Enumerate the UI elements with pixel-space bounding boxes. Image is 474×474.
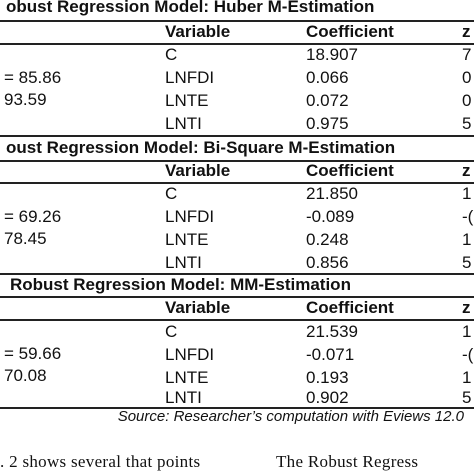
section-2-stat-line-1: = 69.26 [4, 207, 62, 226]
section-2-row-z: 1 [462, 184, 472, 203]
section-3-stat-line-2: 70.08 [4, 366, 47, 385]
section-3-header-z: z [462, 298, 471, 317]
body-text-left-column: . 2 shows several that points [0, 452, 201, 471]
section-1-top-rule [0, 20, 474, 22]
section-2-header-rule [0, 182, 474, 184]
section-2-row-coefficient: 0.856 [306, 253, 349, 272]
section-1-row-variable: C [165, 45, 178, 64]
section-2-row-coefficient: 21.850 [306, 184, 358, 203]
section-3-row-z: 1 [462, 322, 472, 341]
section-1-title: obust Regression Model: Huber M-Estimati… [6, 0, 375, 16]
section-1-header-z: z [462, 22, 471, 41]
section-3-row-coefficient: 0.193 [306, 368, 349, 387]
section-2-title: oust Regression Model: Bi-Square M-Estim… [6, 138, 396, 157]
section-1-row-z: 0 [462, 68, 472, 87]
section-3-header-variable: Variable [165, 298, 231, 317]
section-1-stat-line-2: 93.59 [4, 90, 47, 109]
section-2-row-z: 5 [462, 253, 472, 272]
section-2-header-variable: Variable [165, 161, 231, 180]
table-source-note: Source: Researcher’s computation with Ev… [117, 408, 464, 425]
section-3-row-coefficient: 21.539 [306, 322, 358, 341]
section-2-row-coefficient: 0.248 [306, 230, 349, 249]
section-3-row-z: 5 [462, 388, 472, 407]
section-1-row-coefficient: 0.975 [306, 114, 349, 133]
section-2-bottom-rule [0, 273, 474, 275]
section-1-row-coefficient: 0.072 [306, 91, 349, 110]
section-3-row-variable: C [165, 322, 178, 341]
section-3-row-variable: LNTE [165, 368, 209, 387]
section-1-header-rule [0, 43, 474, 45]
section-2-row-z: -( [462, 207, 474, 226]
section-2-header-coefficient: Coefficient [306, 161, 394, 180]
section-1-header-coefficient: Coefficient [306, 22, 394, 41]
section-3-bottom-rule [0, 407, 474, 409]
body-text-right-column: The Robust Regress [276, 452, 419, 471]
section-1-bottom-rule [0, 135, 474, 137]
section-2-top-rule [0, 160, 474, 162]
section-1-row-z: 0 [462, 91, 472, 110]
section-1-row-variable: LNTE [165, 91, 209, 110]
section-1-row-variable: LNFDI [165, 68, 215, 87]
section-2-row-variable: LNTI [165, 253, 202, 272]
section-3-header-coefficient: Coefficient [306, 298, 394, 317]
section-3-title: Robust Regression Model: MM-Estimation [10, 275, 351, 294]
section-3-row-variable: LNTI [165, 388, 202, 407]
section-1-stat-line-1: = 85.86 [4, 68, 62, 87]
section-2-stat-line-2: 78.45 [4, 229, 47, 248]
section-1-header-variable: Variable [165, 22, 231, 41]
section-2-row-z: 1 [462, 230, 472, 249]
section-3-header-rule [0, 319, 474, 321]
section-3-top-rule [0, 296, 474, 298]
section-2-row-variable: C [165, 184, 178, 203]
section-2-header-z: z [462, 161, 471, 180]
section-3-row-z: 1 [462, 368, 472, 387]
section-2-row-variable: LNTE [165, 230, 209, 249]
section-2-row-variable: LNFDI [165, 207, 215, 226]
section-3-row-z: -( [462, 345, 474, 364]
section-3-row-coefficient: -0.071 [306, 345, 355, 364]
section-1-row-z: 5 [462, 114, 472, 133]
section-3-row-coefficient: 0.902 [306, 388, 349, 407]
section-1-row-z: 7 [462, 45, 472, 64]
section-1-row-coefficient: 18.907 [306, 45, 358, 64]
section-1-row-coefficient: 0.066 [306, 68, 349, 87]
section-3-row-variable: LNFDI [165, 345, 215, 364]
section-3-stat-line-1: = 59.66 [4, 344, 62, 363]
section-2-row-coefficient: -0.089 [306, 207, 355, 226]
section-1-row-variable: LNTI [165, 114, 202, 133]
